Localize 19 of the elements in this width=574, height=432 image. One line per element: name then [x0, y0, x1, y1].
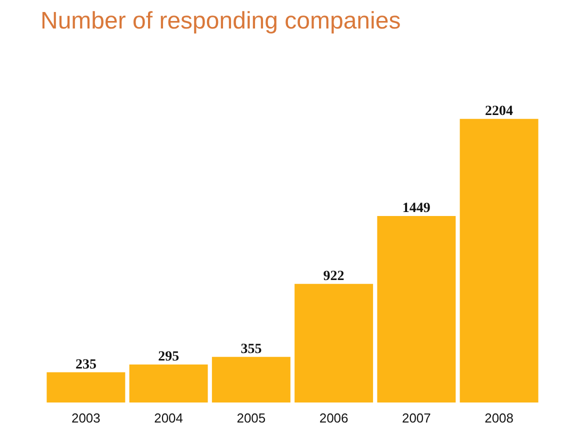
- bar: [460, 118, 538, 402]
- bar: [377, 216, 456, 402]
- data-label: 1449: [402, 201, 430, 216]
- x-tick-label: 2003: [71, 410, 100, 426]
- x-tick-label: 2004: [154, 410, 184, 426]
- x-tick-label: 2006: [319, 410, 348, 426]
- data-label: 922: [323, 268, 344, 284]
- data-label: 2204: [485, 104, 514, 119]
- bar: [212, 356, 290, 402]
- x-tick-label: 2007: [402, 410, 431, 426]
- bar: [46, 372, 126, 402]
- chart-title: Number of responding companies: [40, 8, 401, 34]
- data-label: 355: [240, 342, 262, 357]
- bar: [294, 284, 374, 402]
- x-tick-label: 2008: [484, 410, 514, 426]
- data-label: 235: [75, 357, 96, 372]
- data-label: 295: [158, 350, 180, 365]
- x-tick-label: 2005: [236, 410, 266, 426]
- bar: [129, 364, 208, 402]
